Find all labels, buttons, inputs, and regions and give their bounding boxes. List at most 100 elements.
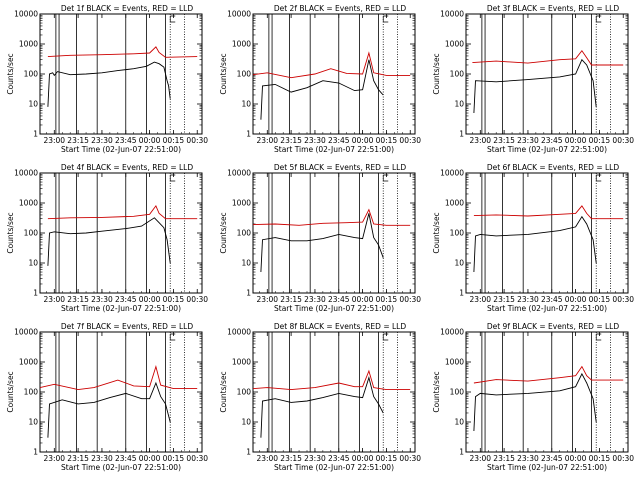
x-axis-label: Start Time (02-Jun-07 22:51:00) [61, 463, 181, 472]
events-series-line [260, 376, 384, 438]
plot-frame [465, 172, 629, 294]
chart-panel: Det 7f BLACK = Events, RED = LLD 1 10 100 10… [6, 322, 208, 472]
y-tick-label: 10000 [227, 169, 251, 178]
x-tick-label: 23:30 [517, 136, 539, 145]
x-tick-label: 00:15 [376, 136, 398, 145]
y-tick-label: 10 [28, 100, 38, 109]
chart-title: Det 3f BLACK = Events, RED = LLD [487, 4, 620, 13]
events-series-line [473, 372, 597, 432]
x-tick-label: 23:45 [328, 454, 350, 463]
y-tick-label: 100 [237, 70, 252, 79]
x-tick-label: 23:45 [541, 136, 563, 145]
x-tick-label: 23:30 [91, 454, 113, 463]
x-tick-label: 00:15 [163, 454, 185, 463]
y-tick-label: 100 [24, 388, 39, 397]
y-axis-label: Counts/sec [6, 212, 15, 253]
x-tick-label: 23:45 [115, 136, 137, 145]
y-tick-label: 100 [237, 229, 252, 238]
y-tick-label: 100 [450, 70, 465, 79]
events-series-line [47, 61, 171, 107]
y-tick-label: 10000 [14, 10, 38, 19]
x-axis-label: Start Time (02-Jun-07 22:51:00) [487, 463, 607, 472]
plot-frame [252, 331, 416, 453]
y-axis-label: Counts/sec [6, 371, 15, 412]
lld-series-line [252, 208, 411, 226]
plot-frame [252, 172, 416, 294]
x-axis-label: Start Time (02-Jun-07 22:51:00) [274, 463, 394, 472]
y-tick-label: 10000 [227, 10, 251, 19]
x-tick-label: 23:45 [541, 295, 563, 304]
y-axis-label: Counts/sec [432, 212, 441, 253]
y-tick-label: 1000 [232, 358, 251, 367]
chart-panel: Det 5f BLACK = Events, RED = LLD 1 10 100 10… [219, 163, 421, 313]
chart-title: Det 9f BLACK = Events, RED = LLD [487, 322, 620, 331]
y-tick-label: 1 [459, 448, 464, 457]
plot-frame [252, 13, 416, 135]
x-axis-label: Start Time (02-Jun-07 22:51:00) [61, 145, 181, 154]
step-marker [382, 333, 389, 341]
y-tick-label: 10 [454, 259, 464, 268]
x-tick-label: 23:45 [115, 295, 137, 304]
x-tick-label: 00:30 [399, 295, 421, 304]
x-tick-label: 23:15 [67, 295, 89, 304]
y-tick-label: 100 [450, 229, 465, 238]
step-marker [169, 333, 176, 341]
chart-title: Det 6f BLACK = Events, RED = LLD [487, 163, 620, 172]
x-tick-label: 23:15 [493, 454, 515, 463]
x-tick-label: 23:30 [304, 295, 326, 304]
chart-panel: Det 6f BLACK = Events, RED = LLD 1 10 100 10… [432, 163, 634, 313]
step-marker [169, 174, 176, 182]
x-tick-label: 23:15 [280, 295, 302, 304]
x-tick-label: 00:00 [565, 454, 587, 463]
x-tick-label: 00:15 [589, 454, 611, 463]
y-axis-label: Counts/sec [432, 371, 441, 412]
x-tick-label: 23:00 [43, 295, 65, 304]
y-tick-label: 1 [459, 130, 464, 139]
events-series-line [47, 381, 171, 438]
x-tick-label: 23:45 [115, 454, 137, 463]
chart-title: Det 8f BLACK = Events, RED = LLD [274, 322, 407, 331]
x-tick-label: 00:00 [352, 136, 374, 145]
x-tick-label: 00:15 [163, 295, 185, 304]
x-tick-label: 23:15 [280, 454, 302, 463]
x-tick-label: 00:15 [589, 136, 611, 145]
lld-series-line [473, 365, 624, 384]
chart-title: Det 5f BLACK = Events, RED = LLD [274, 163, 407, 172]
x-tick-label: 23:00 [469, 295, 491, 304]
x-tick-label: 23:30 [304, 454, 326, 463]
lld-series-line [252, 369, 411, 391]
x-axis-label: Start Time (02-Jun-07 22:51:00) [487, 145, 607, 154]
events-series-line [260, 59, 384, 120]
x-tick-label: 00:30 [186, 454, 208, 463]
y-tick-label: 10 [28, 259, 38, 268]
x-tick-label: 23:45 [328, 295, 350, 304]
y-tick-label: 1000 [445, 358, 464, 367]
chart-title: Det 4f BLACK = Events, RED = LLD [61, 163, 194, 172]
x-tick-label: 00:15 [376, 454, 398, 463]
y-axis-label: Counts/sec [219, 53, 228, 94]
x-tick-label: 23:30 [304, 136, 326, 145]
chart-title: Det 2f BLACK = Events, RED = LLD [274, 4, 407, 13]
x-tick-label: 23:00 [469, 454, 491, 463]
x-tick-label: 23:15 [493, 136, 515, 145]
x-tick-label: 00:30 [612, 136, 634, 145]
x-axis-label: Start Time (02-Jun-07 22:51:00) [487, 304, 607, 313]
y-tick-label: 1000 [19, 358, 38, 367]
y-tick-label: 10 [454, 418, 464, 427]
chart-panel: Det 9f BLACK = Events, RED = LLD 1 10 100 10… [432, 322, 634, 472]
y-tick-label: 10000 [440, 10, 464, 19]
events-series-line [47, 217, 171, 266]
y-tick-label: 100 [450, 388, 465, 397]
x-tick-label: 00:30 [612, 454, 634, 463]
y-tick-label: 100 [237, 388, 252, 397]
y-tick-label: 1000 [232, 199, 251, 208]
step-marker [595, 15, 602, 23]
x-tick-label: 23:15 [280, 136, 302, 145]
chart-panel: Det 4f BLACK = Events, RED = LLD 1 10 100 10… [6, 163, 208, 313]
lld-series-line [47, 46, 198, 58]
y-tick-label: 1000 [445, 199, 464, 208]
y-tick-label: 1000 [19, 40, 38, 49]
chart-panel: Det 1f BLACK = Events, RED = LLD 1 10 100 10… [6, 4, 208, 154]
y-tick-label: 1 [33, 448, 38, 457]
x-tick-label: 00:00 [352, 454, 374, 463]
